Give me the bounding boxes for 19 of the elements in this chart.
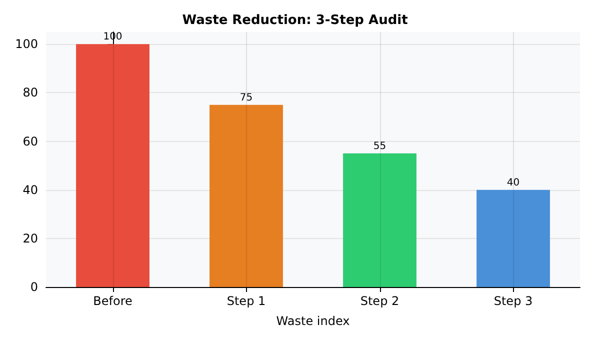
bar	[210, 104, 283, 287]
bar	[76, 44, 150, 287]
y-tick-label: 0	[30, 280, 38, 294]
y-tick-label: 60	[22, 134, 38, 148]
data-label: 55	[373, 140, 386, 152]
x-axis-title: Waste index	[276, 314, 350, 328]
x-tick-label: Step 1	[226, 294, 266, 308]
y-tick-label: 80	[22, 86, 38, 100]
data-label: 40	[506, 177, 520, 188]
x-tick-label: Before	[93, 294, 132, 308]
y-tick-label: 100	[15, 37, 38, 52]
y-tick-label: 20	[22, 231, 38, 246]
bar	[343, 153, 416, 287]
chart-title: Waste Reduction: 3-Step Audit	[182, 13, 408, 28]
x-tick-label: Step 2	[360, 294, 400, 308]
y-tick-label: 40	[22, 182, 38, 197]
x-tick-label: Step 3	[494, 294, 533, 308]
data-label: 75	[240, 92, 253, 104]
bar	[476, 190, 550, 287]
